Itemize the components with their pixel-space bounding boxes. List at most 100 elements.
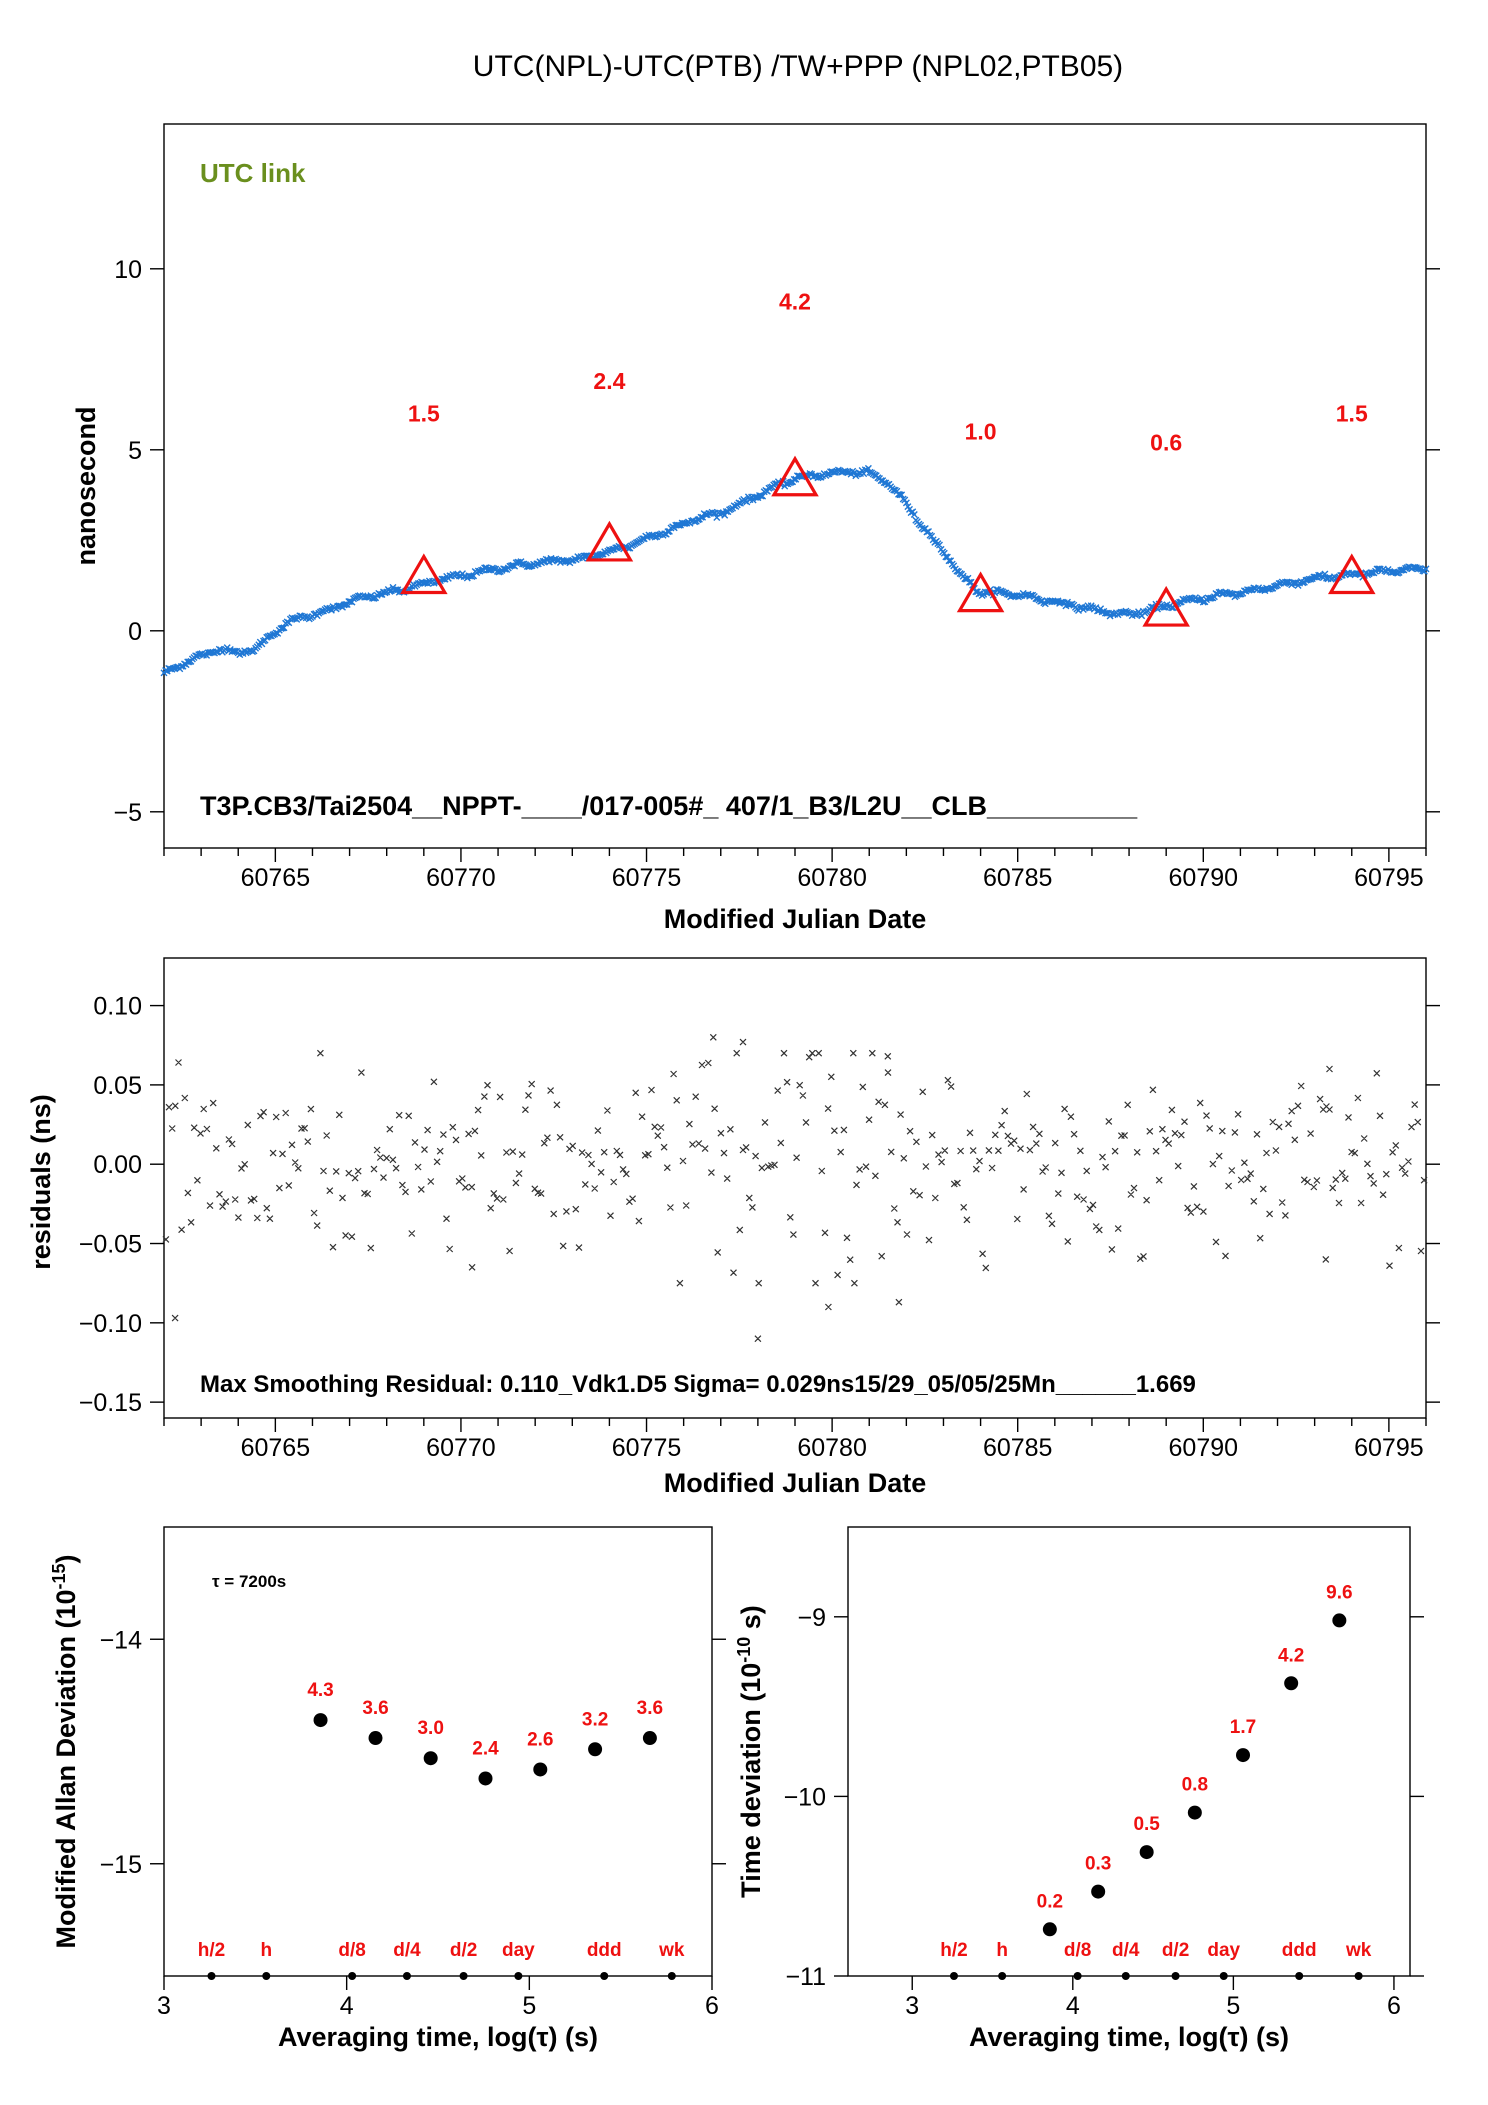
mdev-base-label: h/2 (198, 1940, 225, 1961)
mdev-base-label: d/2 (450, 1940, 477, 1961)
mdev-point-label: 3.0 (417, 1718, 443, 1739)
link-marker-label: 0.6 (1150, 430, 1182, 456)
tdev-base-point (1354, 1972, 1363, 1980)
link-triangle-marker (400, 553, 448, 595)
y-label-unit: ) (51, 1554, 81, 1563)
x-tick-label: 60795 (1354, 864, 1424, 892)
mdev-point-label: 2.4 (472, 1738, 499, 1759)
link-triangle-marker (956, 571, 1005, 613)
mdev-base-point (262, 1972, 271, 1980)
residuals-summary-text: Max Smoothing Residual: 0.110_Vdk1.D5 Si… (200, 1371, 1196, 1398)
mdev-point (423, 1751, 438, 1766)
residual-points (162, 1033, 1428, 1343)
mdev-base-point (207, 1972, 216, 1980)
link-y-axis-label: nanosecond (71, 406, 101, 565)
tdev-base-point (1073, 1972, 1082, 1980)
x-tick-label: 60790 (1169, 864, 1239, 892)
tdev-point-label: 4.2 (1278, 1645, 1304, 1666)
y-label-main: Modified Allan Deviation (10 (51, 1589, 81, 1948)
tdev-base-label: d/8 (1064, 1940, 1091, 1961)
link-x-axis-label: Modified Julian Date (664, 904, 927, 934)
link-triangle-marker (1142, 585, 1190, 627)
tdev-base-point (949, 1972, 958, 1980)
tdev-base-label: d/4 (1112, 1940, 1140, 1961)
tdev-base-label: h (996, 1940, 1008, 1961)
y-tick-label: −0.15 (79, 1389, 142, 1417)
x-tick-label: 60780 (797, 864, 867, 892)
mdev-base-point (514, 1972, 523, 1980)
x-tick-label: 5 (522, 1992, 536, 2020)
x-tick-label: 60785 (983, 864, 1053, 892)
x-tick-label: 60790 (1169, 1434, 1239, 1462)
mdev-point (533, 1762, 548, 1777)
tdev-point (1332, 1613, 1347, 1628)
mdev-panel: 3 4 5 6 −14 −15 4.3 3.6 3.0 2.4 2.6 3.2 3.6 h/2 h d/8 d/… (49, 1526, 726, 2052)
mdev-x-axis-label: Averaging time, log(τ) (s) (278, 2022, 598, 2052)
y-tick-label: 0.10 (93, 993, 142, 1021)
link-triangle-marker (771, 455, 819, 497)
x-tick-label: 5 (1226, 1992, 1240, 2020)
link-plot-frame (163, 123, 1427, 849)
link-triangle-marker (1327, 553, 1376, 595)
mdev-base-point (459, 1972, 468, 1980)
y-tick-label: 5 (128, 437, 142, 465)
link-marker-label: 1.5 (408, 401, 440, 427)
mdev-point-label: 3.6 (362, 1698, 388, 1719)
link-series-crosses (160, 464, 1430, 677)
mdev-point (313, 1713, 328, 1728)
residuals-panel: 60765 60770 60775 60780 60785 60790 60795 −0.15… (26, 957, 1440, 1498)
tdev-point (1236, 1748, 1251, 1763)
mdev-point-label: 3.2 (582, 1709, 608, 1730)
mdev-tau-annotation: τ = 7200s (212, 1572, 286, 1591)
tdev-point (1187, 1805, 1202, 1820)
y-tick-label: −11 (785, 1963, 826, 1991)
x-tick-label: 60765 (241, 1434, 311, 1462)
y-tick-label: −0.05 (79, 1231, 142, 1259)
x-tick-label: 4 (340, 1992, 354, 2020)
tdev-base-label: h/2 (940, 1940, 967, 1961)
tdev-x-axis-label: Averaging time, log(τ) (s) (969, 2022, 1289, 2052)
residuals-plot-frame (163, 957, 1427, 1419)
y-tick-label: 0 (128, 618, 142, 646)
x-tick-label: 6 (705, 1992, 719, 2020)
link-marker-label: 1.5 (1336, 401, 1368, 427)
mdev-base-point (600, 1972, 609, 1980)
tdev-point (1139, 1845, 1154, 1860)
link-marker-label: 1.0 (965, 419, 997, 445)
x-tick-label: 60775 (612, 864, 682, 892)
x-tick-label: 60770 (426, 1434, 496, 1462)
x-tick-label: 4 (1066, 1992, 1080, 2020)
mdev-point (588, 1742, 603, 1757)
mdev-point (368, 1731, 383, 1746)
tdev-point-label: 1.7 (1230, 1717, 1256, 1738)
mdev-base-label: h (260, 1940, 272, 1961)
x-tick-label: 60770 (426, 864, 496, 892)
x-tick-label: 6 (1387, 1992, 1401, 2020)
mdev-base-label: wk (658, 1940, 685, 1961)
tdev-base-point (998, 1972, 1007, 1980)
mdev-point (642, 1731, 657, 1746)
tdev-y-axis-label: Time deviation (10-10 s) (734, 1605, 766, 1898)
tdev-panel: 3 4 5 6 −9 −10 −11 0.2 0.3 0.5 0.8 1.7 4.2 9.6 h/2 h d/8… (734, 1526, 1424, 2052)
link-marker-label: 4.2 (779, 288, 811, 314)
y-tick-label: 0.05 (93, 1072, 142, 1100)
tdev-base-point (1171, 1972, 1180, 1980)
y-label-main: Time deviation (10 (736, 1663, 766, 1898)
mdev-base-label: ddd (587, 1940, 622, 1961)
y-tick-label: −10 (784, 1783, 826, 1811)
tdev-point-label: 0.5 (1133, 1814, 1160, 1835)
mdev-base-label: d/4 (393, 1940, 421, 1961)
tdev-base-point (1295, 1972, 1304, 1980)
x-tick-label: 60775 (612, 1434, 682, 1462)
link-footer-code: T3P.CB3/Tai2504__NPPT-____/017-005#_ 407… (200, 791, 1138, 821)
mdev-base-point (348, 1972, 357, 1980)
mdev-point-label: 4.3 (307, 1680, 333, 1701)
y-tick-label: −5 (113, 799, 142, 827)
residuals-x-axis-label: Modified Julian Date (664, 1468, 927, 1498)
mdev-plot-frame (163, 1526, 713, 1977)
x-tick-label: 60785 (983, 1434, 1053, 1462)
tdev-base-label: ddd (1282, 1940, 1317, 1961)
tdev-base-label: d/2 (1162, 1940, 1189, 1961)
mdev-base-point (402, 1972, 411, 1980)
mdev-base-label: day (502, 1940, 535, 1961)
